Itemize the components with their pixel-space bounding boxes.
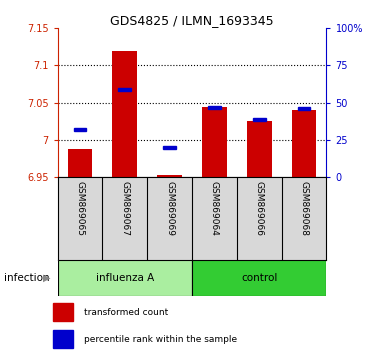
- Bar: [157, 175, 182, 177]
- Text: GSM869064: GSM869064: [210, 181, 219, 236]
- Text: infection: infection: [4, 273, 49, 283]
- Bar: [202, 107, 227, 177]
- Title: GDS4825 / ILMN_1693345: GDS4825 / ILMN_1693345: [110, 14, 274, 27]
- Bar: [208, 105, 221, 109]
- Text: GSM869069: GSM869069: [165, 181, 174, 236]
- Text: GSM869067: GSM869067: [120, 181, 129, 236]
- Bar: [118, 88, 131, 91]
- Text: control: control: [241, 273, 278, 283]
- Bar: [253, 118, 266, 121]
- Bar: [53, 330, 73, 348]
- Bar: [112, 51, 137, 177]
- Text: ▶: ▶: [43, 273, 50, 283]
- Bar: [292, 110, 316, 177]
- Bar: [74, 128, 86, 131]
- Bar: [247, 121, 272, 177]
- Text: percentile rank within the sample: percentile rank within the sample: [84, 335, 237, 344]
- Text: influenza A: influenza A: [96, 273, 154, 283]
- Text: GSM869065: GSM869065: [75, 181, 85, 236]
- Text: transformed count: transformed count: [84, 308, 168, 316]
- Text: GSM869068: GSM869068: [299, 181, 309, 236]
- Text: GSM869066: GSM869066: [255, 181, 264, 236]
- Bar: [298, 107, 311, 110]
- Bar: [163, 146, 176, 149]
- Bar: [58, 260, 192, 296]
- Bar: [192, 260, 326, 296]
- Bar: [53, 303, 73, 321]
- Bar: [68, 149, 92, 177]
